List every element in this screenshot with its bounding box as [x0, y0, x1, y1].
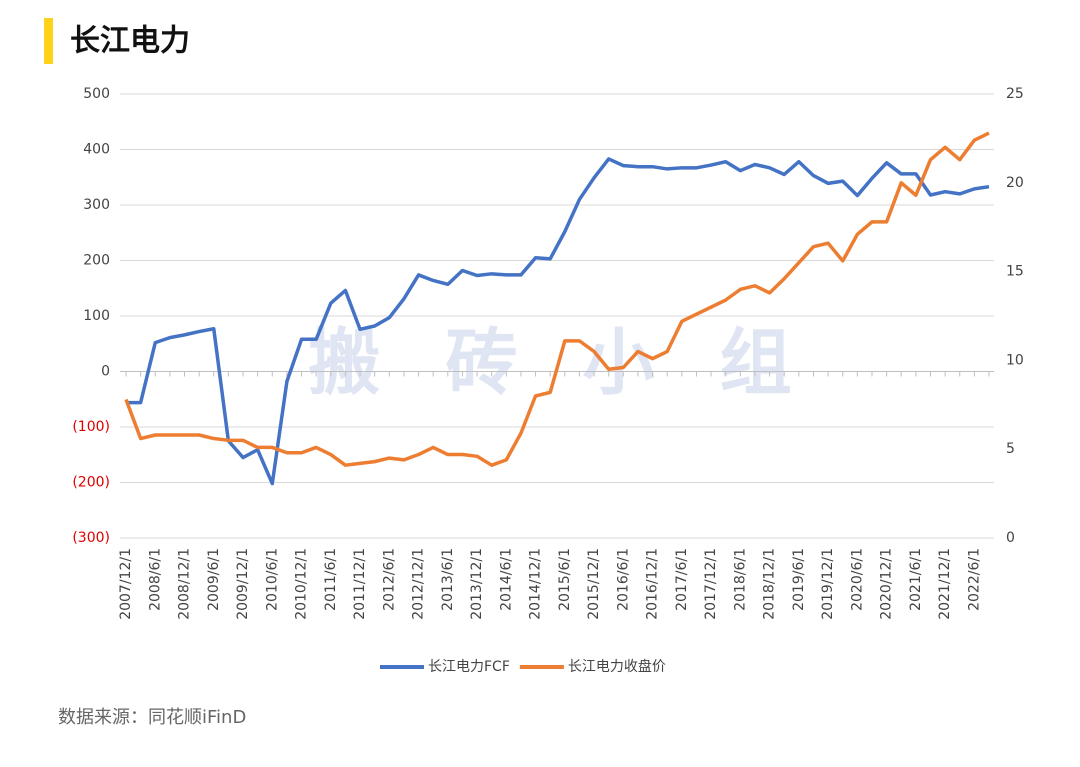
x-tick-label: 2012/12/1 — [411, 548, 427, 620]
title-accent — [44, 18, 53, 64]
x-tick-label: 2020/12/1 — [879, 548, 895, 620]
y-tick-label: (200) — [72, 475, 110, 491]
x-tick-label: 2017/6/1 — [674, 548, 690, 611]
x-tick-label: 2021/12/1 — [937, 548, 953, 620]
x-tick-label: 2018/12/1 — [762, 548, 778, 620]
y2-tick-label: 15 — [1006, 264, 1024, 280]
x-tick-label: 2009/12/1 — [235, 548, 251, 620]
y-tick-label: (300) — [72, 530, 110, 546]
y-tick-label: 200 — [83, 253, 110, 269]
x-tick-label: 2009/6/1 — [206, 548, 222, 611]
y-tick-label: 500 — [83, 86, 110, 102]
x-tick-label: 2008/12/1 — [177, 548, 193, 620]
y-tick-label: 400 — [83, 142, 110, 158]
x-tick-label: 2010/6/1 — [264, 548, 280, 611]
y2-tick-label: 25 — [1006, 86, 1024, 102]
y-tick-label: 0 — [101, 364, 110, 380]
y-tick-label: 100 — [83, 308, 110, 324]
x-tick-label: 2022/6/1 — [966, 548, 982, 611]
x-tick-label: 2017/12/1 — [703, 548, 719, 620]
x-tick-label: 2010/12/1 — [294, 548, 310, 620]
legend-label: 长江电力收盘价 — [568, 658, 666, 675]
x-tick-label: 2012/6/1 — [381, 548, 397, 611]
x-tick-label: 2013/6/1 — [440, 548, 456, 611]
y2-tick-label: 0 — [1006, 530, 1015, 546]
x-tick-label: 2011/12/1 — [352, 548, 368, 620]
x-tick-label: 2013/12/1 — [469, 548, 485, 620]
x-tick-label: 2020/6/1 — [849, 548, 865, 611]
x-tick-label: 2019/6/1 — [791, 548, 807, 611]
legend-label: 长江电力FCF — [428, 659, 510, 675]
y-tick-label: 300 — [83, 197, 110, 213]
x-tick-label: 2008/6/1 — [147, 548, 163, 611]
y2-tick-label: 10 — [1006, 352, 1024, 368]
x-tick-label: 2014/6/1 — [498, 548, 514, 611]
x-tick-label: 2021/6/1 — [908, 548, 924, 611]
x-tick-label: 2016/6/1 — [615, 548, 631, 611]
x-tick-label: 2015/12/1 — [586, 548, 602, 620]
x-tick-label: 2014/12/1 — [528, 548, 544, 620]
y2-tick-label: 20 — [1006, 175, 1024, 191]
series-line — [126, 157, 990, 486]
x-tick-label: 2011/6/1 — [323, 548, 339, 611]
x-tick-label: 2018/6/1 — [732, 548, 748, 611]
x-tick-label: 2007/12/1 — [118, 548, 134, 620]
y-tick-label: (100) — [72, 419, 110, 435]
source-note: 数据来源：同花顺iFinD — [58, 707, 246, 728]
y2-tick-label: 5 — [1006, 441, 1015, 457]
series-line — [124, 131, 990, 467]
x-tick-label: 2019/12/1 — [820, 548, 836, 620]
x-tick-label: 2015/6/1 — [557, 548, 573, 611]
chart-title: 长江电力 — [70, 24, 190, 59]
x-tick-label: 2016/12/1 — [645, 548, 661, 620]
